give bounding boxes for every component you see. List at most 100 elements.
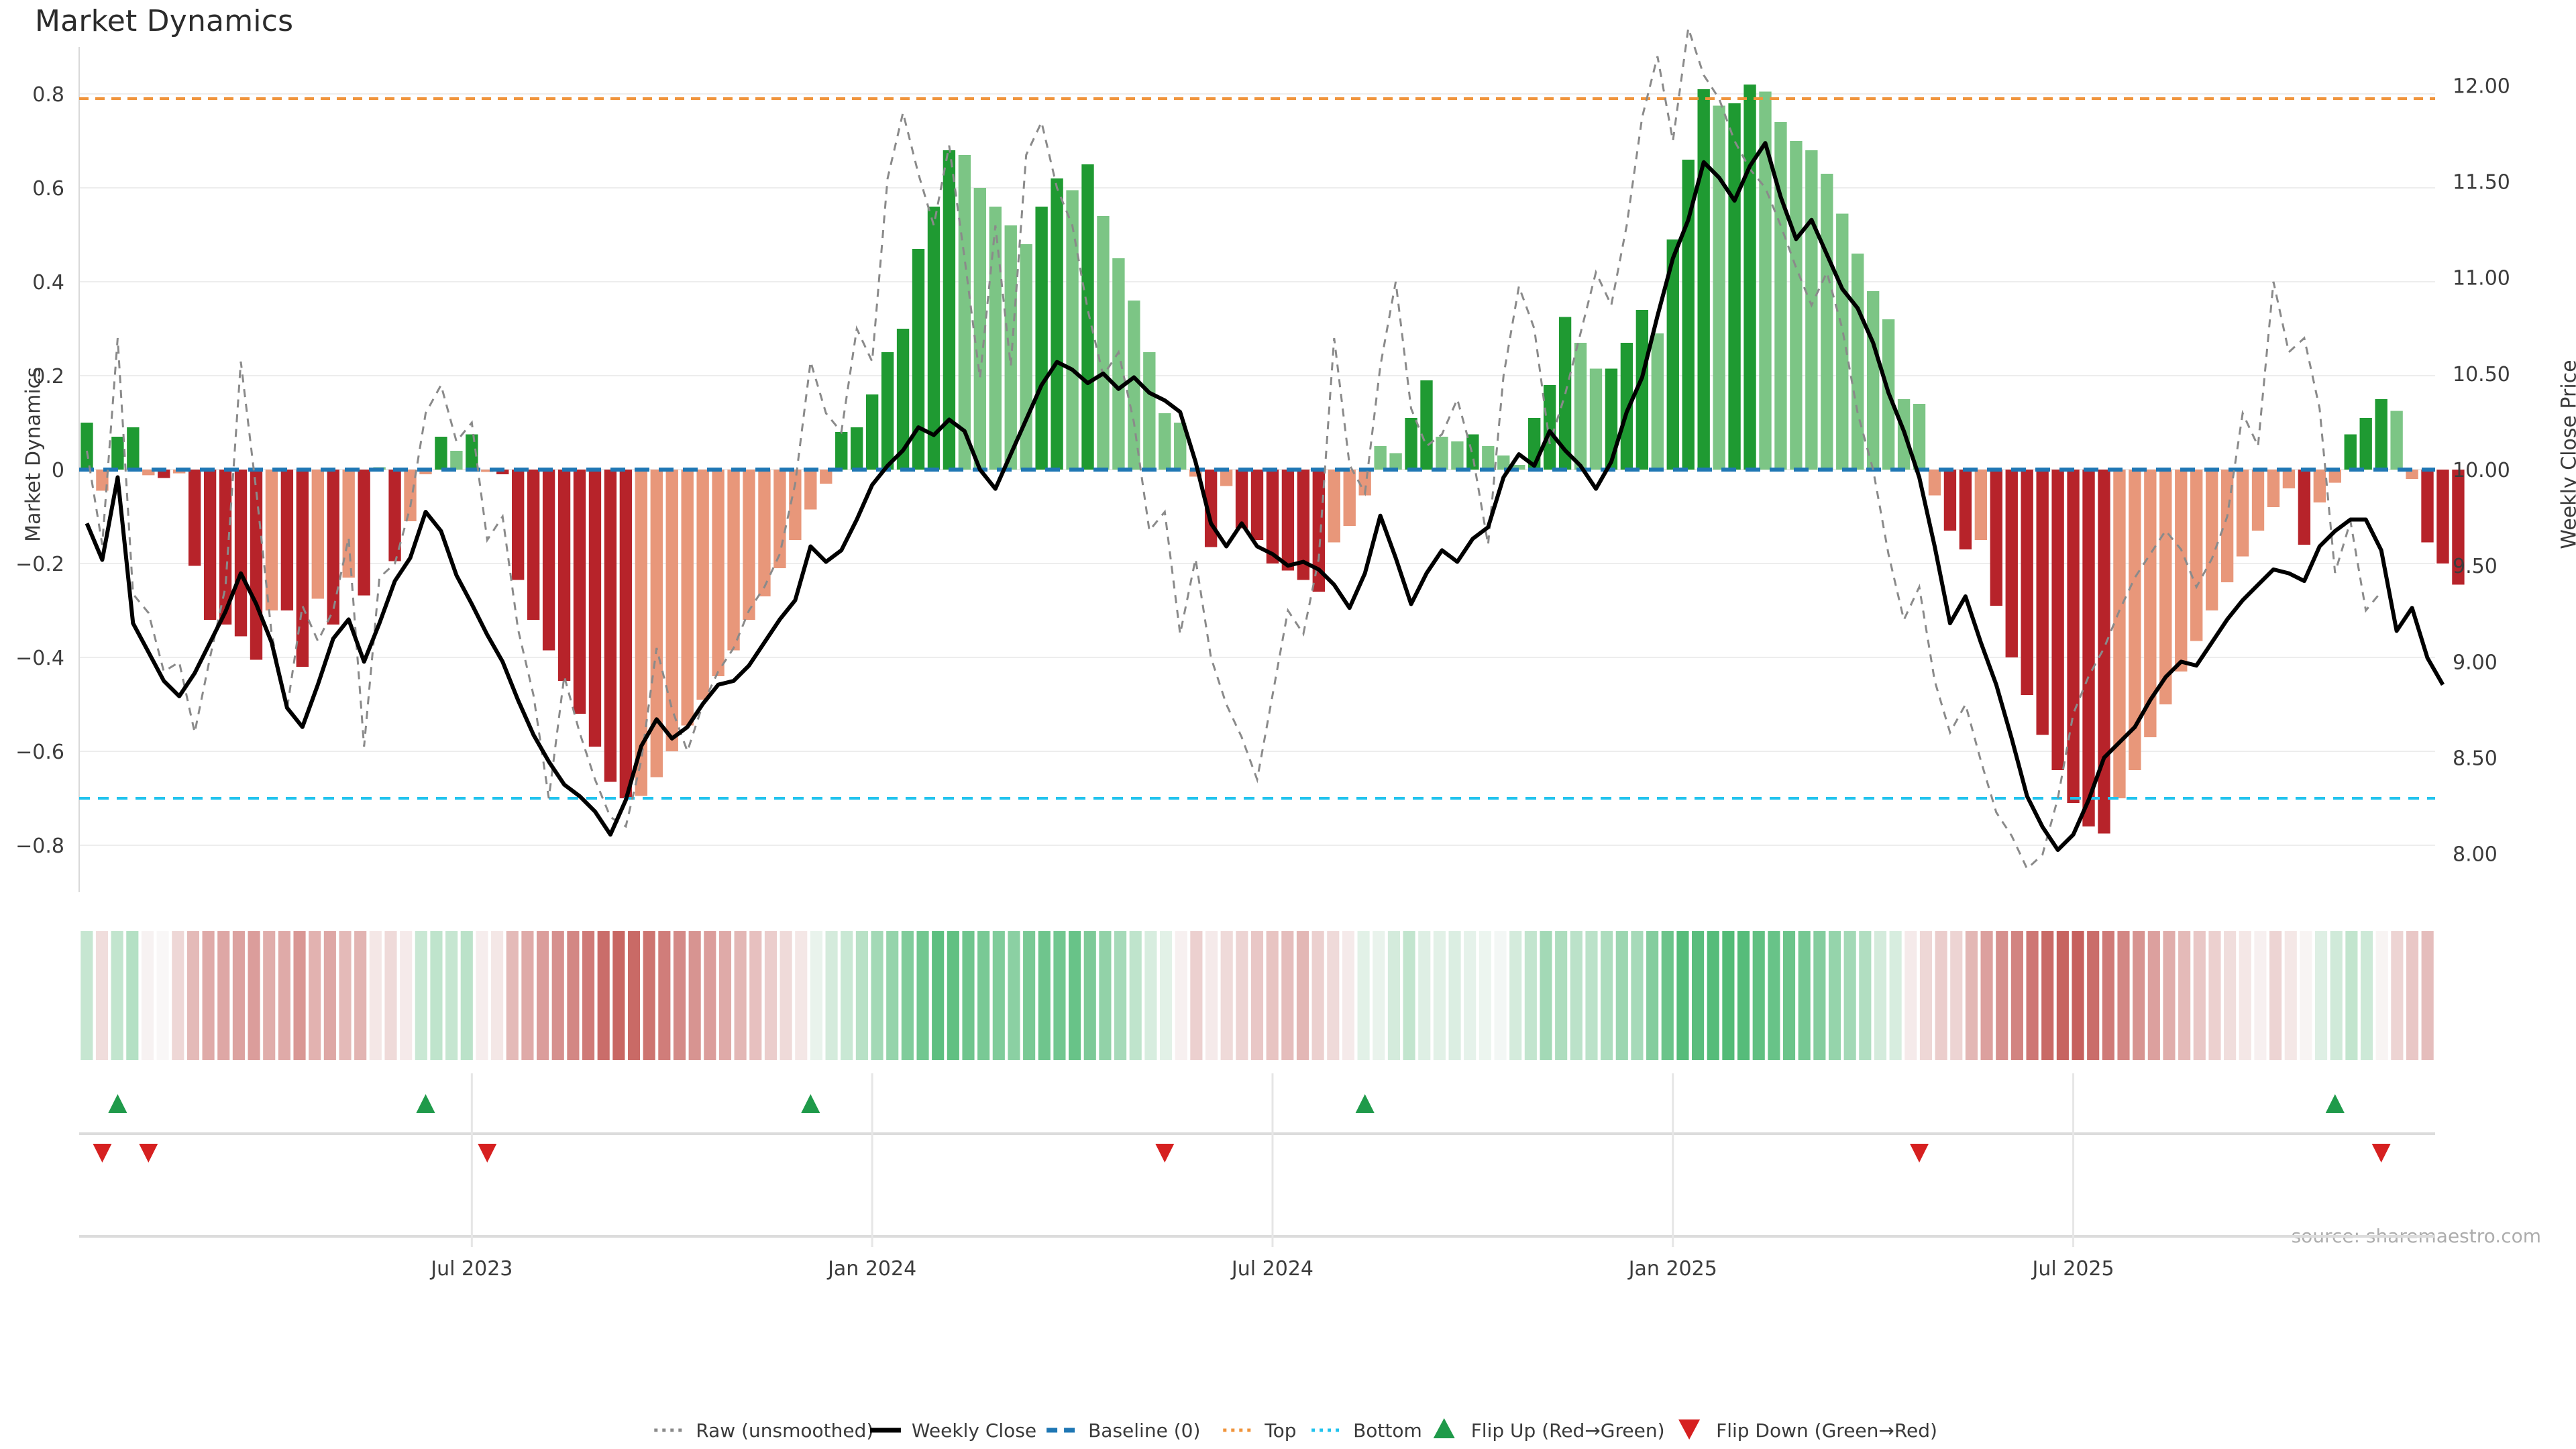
dynamics-bar (2129, 470, 2141, 770)
dynamics-bar (2220, 470, 2234, 582)
heat-cell (1676, 931, 1689, 1060)
legend-item[interactable]: Baseline (0) (1046, 1419, 1200, 1442)
legend-triangle-up-icon (1433, 1418, 1455, 1438)
heat-cell (126, 931, 139, 1060)
dynamics-bar (1128, 301, 1140, 470)
flip-down-marker (1910, 1144, 1929, 1163)
heat-cell (2239, 931, 2251, 1060)
dynamics-bar (1035, 207, 1048, 470)
heat-cell (597, 931, 610, 1060)
heat-cell (95, 931, 109, 1060)
heat-cell (1692, 931, 1705, 1060)
right-tick-label: 9.00 (2453, 651, 2498, 674)
heat-cell (612, 931, 625, 1060)
legend-item[interactable]: Weekly Close (869, 1419, 1036, 1442)
x-tick-label: Jan 2024 (826, 1257, 916, 1281)
dynamics-bar (912, 249, 925, 470)
heat-cell (1509, 931, 1522, 1060)
dynamics-bar (188, 470, 201, 566)
heat-cell (871, 931, 883, 1060)
bar-series (80, 85, 2465, 834)
heat-cell (2421, 931, 2434, 1060)
flip-down-marker (93, 1144, 112, 1163)
dynamics-bar (1682, 160, 1695, 470)
dynamics-bar (311, 470, 324, 599)
flip-up-marker (416, 1094, 435, 1113)
x-axis-ticks: Jul 2023 Jan 2024 Jul 2024 Jan 2025 Jul 2025 (79, 1073, 2435, 1281)
heat-cell (1266, 931, 1279, 1060)
dynamics-bar (265, 470, 278, 610)
dynamics-bar (1497, 455, 1510, 470)
right-tick-label: 10.50 (2453, 363, 2510, 386)
heat-cell (551, 931, 564, 1060)
dynamics-bar (1097, 216, 1110, 470)
heat-cell (384, 931, 397, 1060)
heat-cell (1782, 931, 1796, 1060)
heat-cell (1357, 931, 1370, 1060)
dynamics-bar (743, 470, 755, 620)
heat-cell (445, 931, 458, 1060)
legend-label: Baseline (0) (1088, 1419, 1200, 1442)
heat-cell (2254, 931, 2267, 1060)
heat-cell (1540, 931, 1552, 1060)
dynamics-bar (358, 470, 370, 596)
legend-item[interactable]: Top (1223, 1419, 1297, 1442)
legend-label: Flip Up (Red→Green) (1471, 1419, 1665, 1442)
heat-cell (2330, 931, 2343, 1060)
dynamics-bar (1020, 244, 1032, 470)
dynamics-bar (435, 437, 447, 470)
heat-cell (1601, 931, 1613, 1060)
dynamics-bar (2251, 470, 2265, 531)
dynamics-bar (2175, 470, 2188, 672)
dynamics-bar (111, 437, 124, 470)
dynamics-bar (512, 470, 525, 580)
heat-cell (156, 931, 169, 1060)
dynamics-bar (1836, 213, 1849, 470)
heat-cell (1114, 931, 1127, 1060)
dynamics-bar (1774, 122, 1787, 470)
heat-cell (476, 931, 488, 1060)
heat-cell (1220, 931, 1233, 1060)
dynamics-bar (1281, 470, 1295, 571)
heat-cell (1069, 931, 1081, 1060)
legend-item[interactable]: Bottom (1311, 1419, 1422, 1442)
heat-cell (1327, 931, 1340, 1060)
dynamics-bar (1620, 343, 1633, 470)
heat-cell (1479, 931, 1491, 1060)
dynamics-bar (1574, 343, 1587, 470)
heat-cell (673, 931, 686, 1060)
dynamics-bar (835, 432, 848, 470)
heat-cell (1615, 931, 1628, 1060)
right-tick-label: 11.00 (2453, 267, 2510, 290)
heat-cell (1737, 931, 1750, 1060)
dynamics-bar (1436, 437, 1448, 470)
legend-item[interactable]: Flip Up (Red→Green) (1433, 1418, 1665, 1442)
legend-item[interactable]: Raw (unsmoothed) (654, 1419, 873, 1442)
legend-item[interactable]: Flip Down (Green→Red) (1678, 1419, 1937, 1442)
heat-cell (2026, 931, 2039, 1060)
heat-cell (1433, 931, 1446, 1060)
dynamics-bar (650, 470, 663, 777)
heat-cell (2224, 931, 2237, 1060)
heat-cell (2300, 931, 2312, 1060)
legend-label: Weekly Close (912, 1419, 1036, 1442)
heat-cell (506, 931, 519, 1060)
dynamics-bar (1374, 446, 1387, 470)
right-tick-label: 9.50 (2453, 555, 2498, 578)
dynamics-bar (696, 470, 709, 700)
heat-cell (1175, 931, 1187, 1060)
heat-cell (901, 931, 914, 1060)
heat-cell (309, 931, 321, 1060)
x-tick-label: Jan 2025 (1627, 1257, 1717, 1281)
heat-cell (1874, 931, 1887, 1060)
flip-up-marker (1355, 1094, 1375, 1113)
heat-cell (1980, 931, 1993, 1060)
dynamics-bar (2344, 434, 2357, 470)
heat-cell (1418, 931, 1431, 1060)
dynamics-bar (773, 470, 786, 568)
heat-cell (1904, 931, 1917, 1060)
dynamics-bar (1928, 470, 1941, 496)
dynamics-bar (712, 470, 724, 676)
heat-cell (232, 931, 245, 1060)
dynamics-bar (588, 470, 602, 747)
